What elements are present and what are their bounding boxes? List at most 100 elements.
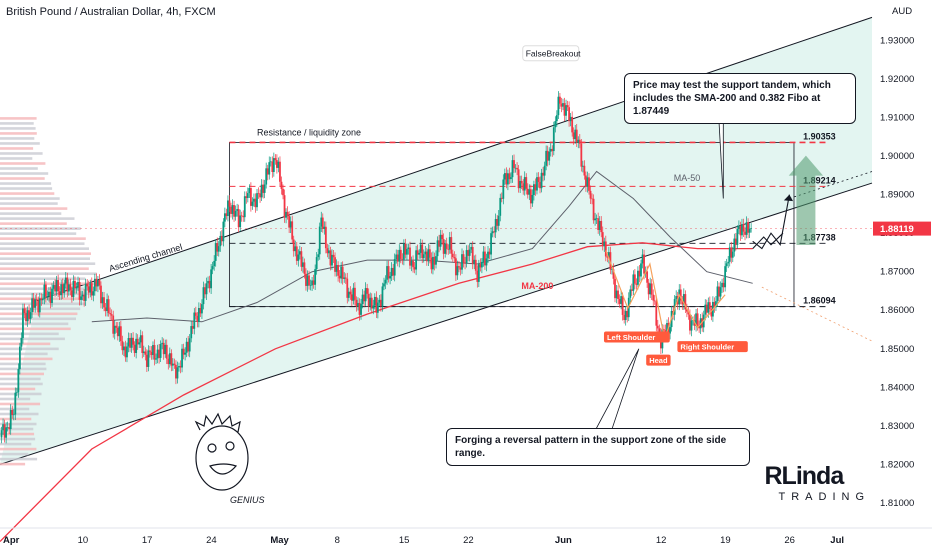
- candle-body: [246, 193, 249, 199]
- candle-body: [152, 345, 154, 356]
- candle-body: [23, 308, 26, 314]
- candle-body: [387, 266, 390, 279]
- candle-body: [529, 189, 532, 204]
- volume-bar: [0, 142, 40, 145]
- candle-body: [745, 222, 748, 235]
- candle-body: [641, 254, 644, 264]
- candle-body: [542, 172, 544, 176]
- candle-body: [178, 366, 180, 368]
- candle-body: [679, 289, 682, 301]
- candle-body: [61, 284, 64, 294]
- candle-body: [632, 274, 635, 291]
- candle-body: [698, 325, 701, 329]
- candle-body: [477, 264, 480, 282]
- candle-body: [87, 286, 90, 293]
- head-label: Head: [649, 356, 668, 365]
- volume-bar: [0, 392, 42, 396]
- candle-body: [503, 173, 506, 180]
- candle-body: [738, 226, 740, 229]
- candle-body: [18, 346, 21, 370]
- candle-body: [422, 254, 425, 259]
- candle-body: [578, 139, 581, 144]
- candle-body: [546, 150, 549, 161]
- volume-bar: [0, 437, 36, 441]
- volume-bar: [0, 237, 86, 240]
- candle-body: [439, 234, 442, 247]
- candle-body: [142, 351, 145, 353]
- candle-body: [447, 248, 450, 250]
- candle-body: [476, 270, 479, 282]
- projection-path: [752, 194, 790, 250]
- candle-body: [292, 239, 295, 252]
- candle-body: [398, 249, 401, 262]
- candle-body: [300, 251, 303, 267]
- candle-body: [291, 221, 294, 240]
- candle-body: [147, 350, 150, 367]
- x-axis-tick-label: 19: [720, 535, 731, 546]
- candle-body: [378, 299, 381, 303]
- x-axis-tick-label: Apr: [3, 535, 20, 546]
- volume-profile: [0, 117, 97, 466]
- candle-body: [285, 211, 287, 218]
- face-eye-left: [207, 443, 217, 453]
- candle-body: [730, 247, 733, 258]
- candle-body: [214, 243, 217, 261]
- candle-body: [493, 231, 496, 233]
- candle-body: [465, 250, 468, 264]
- volume-bar: [0, 272, 97, 276]
- candle-body: [3, 424, 6, 438]
- candle-body: [248, 188, 251, 194]
- candle-body: [25, 313, 27, 322]
- face-eye-right: [225, 441, 235, 451]
- candle-body: [153, 345, 156, 360]
- candle-body: [526, 188, 529, 195]
- candle-body: [295, 246, 298, 261]
- x-axis-tick-label: Jun: [555, 535, 572, 546]
- candle-body: [75, 287, 78, 289]
- volume-bar: [0, 157, 33, 160]
- candle-body: [549, 148, 552, 152]
- candle-body: [123, 346, 125, 351]
- candle-body: [652, 294, 655, 301]
- volume-bar: [0, 417, 32, 421]
- candle-body: [95, 278, 98, 287]
- volume-bar: [0, 192, 55, 195]
- volume-bar: [0, 252, 91, 255]
- candle-body: [505, 173, 508, 185]
- candle-body: [355, 299, 358, 307]
- candle-body: [560, 103, 563, 107]
- candle-body: [119, 326, 122, 342]
- candle-body: [650, 283, 653, 295]
- candle-body: [302, 262, 304, 267]
- candle-body: [14, 392, 17, 415]
- candle-body: [450, 237, 453, 254]
- candle-body: [324, 226, 327, 249]
- candle-body: [93, 278, 96, 292]
- candle-body: [568, 107, 570, 122]
- candle-body: [257, 193, 260, 194]
- candle-body: [43, 284, 46, 299]
- candle-body: [543, 165, 546, 176]
- candle-body: [54, 285, 56, 292]
- candle-body: [243, 196, 246, 218]
- candle-body: [357, 302, 359, 307]
- candle-body: [67, 284, 70, 292]
- candle-body: [375, 296, 378, 313]
- candle-body: [162, 342, 165, 355]
- candle-body: [386, 266, 388, 280]
- candle-body: [97, 279, 99, 287]
- candle-body: [234, 210, 237, 217]
- candle-body: [254, 198, 257, 208]
- candle-body: [51, 288, 53, 304]
- candle-body: [395, 254, 398, 260]
- candle-body: [707, 302, 710, 313]
- candle-body: [201, 304, 203, 314]
- candle-body: [37, 300, 40, 313]
- candles: [0, 91, 753, 444]
- candle-body: [84, 283, 87, 301]
- y-axis-tick-label: 1.84000: [880, 382, 914, 393]
- candle-body: [551, 148, 554, 152]
- candle-body: [502, 179, 505, 199]
- candle-body: [534, 184, 537, 191]
